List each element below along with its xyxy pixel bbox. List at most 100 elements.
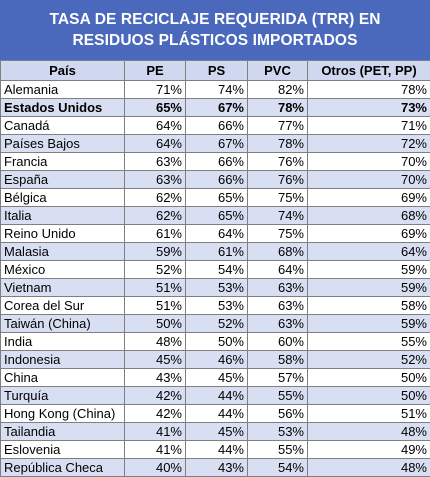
pvc-cell: 55% bbox=[248, 387, 308, 405]
country-cell: España bbox=[1, 171, 125, 189]
pvc-cell: 63% bbox=[248, 297, 308, 315]
otros-cell: 58% bbox=[308, 297, 430, 315]
pvc-cell: 58% bbox=[248, 351, 308, 369]
pvc-cell: 77% bbox=[248, 117, 308, 135]
column-header-country: País bbox=[1, 61, 125, 81]
pe-cell: 42% bbox=[125, 387, 186, 405]
ps-cell: 66% bbox=[186, 153, 248, 171]
pvc-cell: 63% bbox=[248, 279, 308, 297]
ps-cell: 52% bbox=[186, 315, 248, 333]
country-cell: Turquía bbox=[1, 387, 125, 405]
ps-cell: 44% bbox=[186, 405, 248, 423]
country-cell: Tailandia bbox=[1, 423, 125, 441]
ps-cell: 65% bbox=[186, 189, 248, 207]
otros-cell: 59% bbox=[308, 279, 430, 297]
pe-cell: 45% bbox=[125, 351, 186, 369]
ps-cell: 46% bbox=[186, 351, 248, 369]
country-cell: Taiwán (China) bbox=[1, 315, 125, 333]
pvc-cell: 75% bbox=[248, 189, 308, 207]
country-cell: México bbox=[1, 261, 125, 279]
pe-cell: 59% bbox=[125, 243, 186, 261]
country-cell: Alemania bbox=[1, 81, 125, 99]
pvc-cell: 56% bbox=[248, 405, 308, 423]
country-cell: Corea del Sur bbox=[1, 297, 125, 315]
pe-cell: 41% bbox=[125, 423, 186, 441]
pvc-cell: 75% bbox=[248, 225, 308, 243]
country-cell: Bélgica bbox=[1, 189, 125, 207]
ps-cell: 50% bbox=[186, 333, 248, 351]
otros-cell: 59% bbox=[308, 261, 430, 279]
otros-cell: 68% bbox=[308, 207, 430, 225]
pe-cell: 43% bbox=[125, 369, 186, 387]
pe-cell: 42% bbox=[125, 405, 186, 423]
pvc-cell: 55% bbox=[248, 441, 308, 459]
country-cell: Estados Unidos bbox=[1, 99, 125, 117]
table-row: Taiwán (China)50%52%63%59% bbox=[1, 315, 430, 333]
pvc-cell: 53% bbox=[248, 423, 308, 441]
country-cell: Reino Unido bbox=[1, 225, 125, 243]
ps-cell: 67% bbox=[186, 99, 248, 117]
country-cell: Países Bajos bbox=[1, 135, 125, 153]
otros-cell: 73% bbox=[308, 99, 430, 117]
ps-cell: 66% bbox=[186, 117, 248, 135]
pe-cell: 50% bbox=[125, 315, 186, 333]
chart-title-line-1: TASA DE RECICLAJE REQUERIDA (TRR) EN bbox=[49, 9, 380, 30]
pe-cell: 48% bbox=[125, 333, 186, 351]
pe-cell: 41% bbox=[125, 441, 186, 459]
table-row: Hong Kong (China)42%44%56%51% bbox=[1, 405, 430, 423]
ps-cell: 45% bbox=[186, 423, 248, 441]
ps-cell: 66% bbox=[186, 171, 248, 189]
pe-cell: 71% bbox=[125, 81, 186, 99]
ps-cell: 44% bbox=[186, 441, 248, 459]
otros-cell: 48% bbox=[308, 423, 430, 441]
otros-cell: 51% bbox=[308, 405, 430, 423]
pe-cell: 52% bbox=[125, 261, 186, 279]
chart-title: TASA DE RECICLAJE REQUERIDA (TRR) EN RES… bbox=[0, 0, 430, 60]
otros-cell: 69% bbox=[308, 189, 430, 207]
pvc-cell: 64% bbox=[248, 261, 308, 279]
pvc-cell: 74% bbox=[248, 207, 308, 225]
country-cell: Vietnam bbox=[1, 279, 125, 297]
ps-cell: 64% bbox=[186, 225, 248, 243]
country-cell: Malasia bbox=[1, 243, 125, 261]
ps-cell: 53% bbox=[186, 297, 248, 315]
country-cell: Canadá bbox=[1, 117, 125, 135]
pe-cell: 61% bbox=[125, 225, 186, 243]
pvc-cell: 76% bbox=[248, 153, 308, 171]
ps-cell: 44% bbox=[186, 387, 248, 405]
ps-cell: 61% bbox=[186, 243, 248, 261]
country-cell: China bbox=[1, 369, 125, 387]
column-header-pe: PE bbox=[125, 61, 186, 81]
country-cell: Eslovenia bbox=[1, 441, 125, 459]
otros-cell: 59% bbox=[308, 315, 430, 333]
otros-cell: 78% bbox=[308, 81, 430, 99]
otros-cell: 70% bbox=[308, 171, 430, 189]
pe-cell: 63% bbox=[125, 153, 186, 171]
pe-cell: 62% bbox=[125, 189, 186, 207]
pe-cell: 64% bbox=[125, 135, 186, 153]
pvc-cell: 76% bbox=[248, 171, 308, 189]
pvc-cell: 78% bbox=[248, 99, 308, 117]
ps-cell: 45% bbox=[186, 369, 248, 387]
country-cell: Francia bbox=[1, 153, 125, 171]
table-header-row: País PE PS PVC Otros (PET, PP) bbox=[1, 61, 430, 81]
country-cell: Indonesia bbox=[1, 351, 125, 369]
pvc-cell: 57% bbox=[248, 369, 308, 387]
country-cell: Italia bbox=[1, 207, 125, 225]
pe-cell: 64% bbox=[125, 117, 186, 135]
